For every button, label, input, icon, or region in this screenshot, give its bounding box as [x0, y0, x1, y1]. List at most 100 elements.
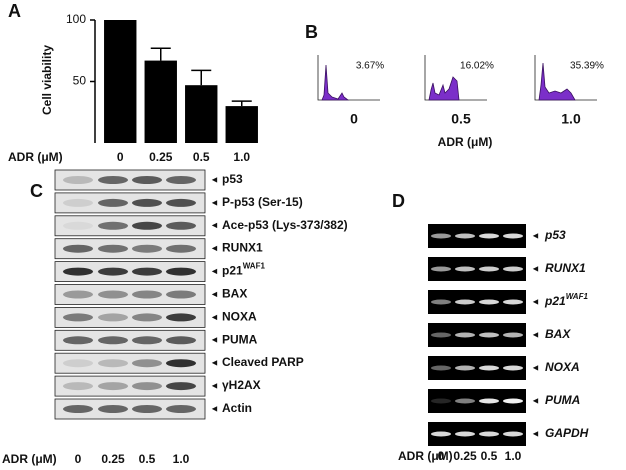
blot-band [98, 290, 128, 299]
gel-band [455, 365, 475, 371]
blot-band [63, 359, 93, 368]
x-tick-label: 0.5 [193, 150, 210, 164]
arrow: ◄ [210, 335, 219, 345]
arrow: ◄ [210, 358, 219, 368]
blot-strip [54, 398, 206, 420]
blot-strip [54, 169, 206, 191]
band-label: NOXA [222, 310, 257, 324]
band-label: γH2AX [222, 378, 261, 392]
blot-strip [54, 238, 206, 260]
label-text: NOXA [222, 310, 257, 324]
arrow: ◄ [531, 428, 540, 438]
lane-label: 0.25 [101, 452, 125, 466]
error-bar [231, 100, 252, 107]
bar [144, 60, 177, 144]
band-label: P-p53 (Ser-15) [222, 195, 303, 209]
arrow: ◄ [531, 329, 540, 339]
blot-band [166, 359, 196, 368]
arrow: ◄ [210, 266, 219, 276]
lane-label: 0 [438, 449, 445, 463]
arrow: ◄ [210, 197, 219, 207]
label-text: PUMA [222, 332, 258, 346]
blot-band [166, 244, 196, 253]
gel-band [479, 233, 499, 239]
blot-strip [54, 284, 206, 305]
gel-band [431, 299, 451, 305]
gel-band [431, 431, 451, 437]
blot-band [132, 359, 162, 368]
blot-strip [54, 329, 206, 351]
blot-band [132, 405, 162, 413]
blot-band [63, 267, 93, 276]
blot-band [63, 290, 93, 299]
panel-label: A [8, 1, 21, 21]
label-text: RUNX1 [222, 241, 263, 255]
error-bar [150, 47, 171, 61]
gel-band [431, 266, 451, 272]
panel-label: D [392, 191, 405, 211]
arrow: ◄ [531, 395, 540, 405]
blot-band [166, 405, 196, 413]
label-sup: WAF1 [566, 292, 589, 301]
gel-band [431, 398, 451, 404]
y-tick-label: 100 [66, 12, 86, 26]
gel-band [431, 365, 451, 371]
label-text: PUMA [545, 393, 580, 407]
blot-strip [54, 375, 206, 397]
label-text: P-p53 (Ser-15) [222, 195, 303, 209]
arrow: ◄ [210, 243, 219, 253]
blot-strip [54, 352, 206, 374]
bar [104, 20, 137, 143]
band-label: RUNX1 [222, 241, 263, 255]
arrow: ◄ [210, 380, 219, 390]
gel-band [479, 365, 499, 371]
blot-band [166, 290, 196, 299]
gel-band [479, 299, 499, 305]
band-label: p21WAF1 [222, 262, 265, 278]
x-tick-label: 0 [117, 150, 124, 164]
x-axis-label: ADR (μM) [8, 150, 63, 164]
x-axis-label: ADR (μM) [398, 449, 453, 463]
arrow: ◄ [531, 263, 540, 273]
band-label: p53 [544, 228, 566, 242]
blot-band [98, 313, 128, 322]
lane-label: 0.25 [453, 449, 477, 463]
bar [225, 106, 258, 143]
arrow: ◄ [531, 362, 540, 372]
y-tick-label: 50 [73, 74, 87, 88]
blot-band [166, 336, 196, 345]
label-text: Actin [222, 401, 252, 415]
histogram [538, 62, 576, 101]
gel-band [455, 332, 475, 338]
blot-band [132, 382, 162, 391]
label-text: NOXA [545, 360, 580, 374]
label-text: p53 [544, 228, 566, 242]
histogram-axis [534, 55, 597, 101]
blot-band [63, 198, 93, 207]
lane-label: 0 [75, 452, 82, 466]
gel-band [503, 299, 523, 305]
bar [185, 85, 218, 143]
blot-band [63, 405, 93, 413]
gel-band [503, 431, 523, 437]
band-label: p21WAF1 [544, 292, 588, 308]
label-text: p21 [544, 294, 566, 308]
gel-band [503, 266, 523, 272]
percent-label: 35.39% [570, 61, 604, 72]
arrow: ◄ [210, 174, 219, 184]
gel-band [455, 266, 475, 272]
blot-band [166, 176, 196, 184]
gel-band [455, 398, 475, 404]
band-label: RUNX1 [545, 261, 586, 275]
band-label: PUMA [545, 393, 580, 407]
band-label: BAX [545, 327, 571, 341]
arrow: ◄ [210, 220, 219, 230]
panel-label: B [305, 22, 318, 42]
blot-band [98, 176, 128, 184]
lane-label: 1.0 [505, 449, 522, 463]
label-text: BAX [545, 327, 571, 341]
blot-band [132, 267, 162, 276]
percent-label: 16.02% [460, 61, 494, 72]
panel-label: C [30, 181, 43, 201]
gel-band [479, 431, 499, 437]
